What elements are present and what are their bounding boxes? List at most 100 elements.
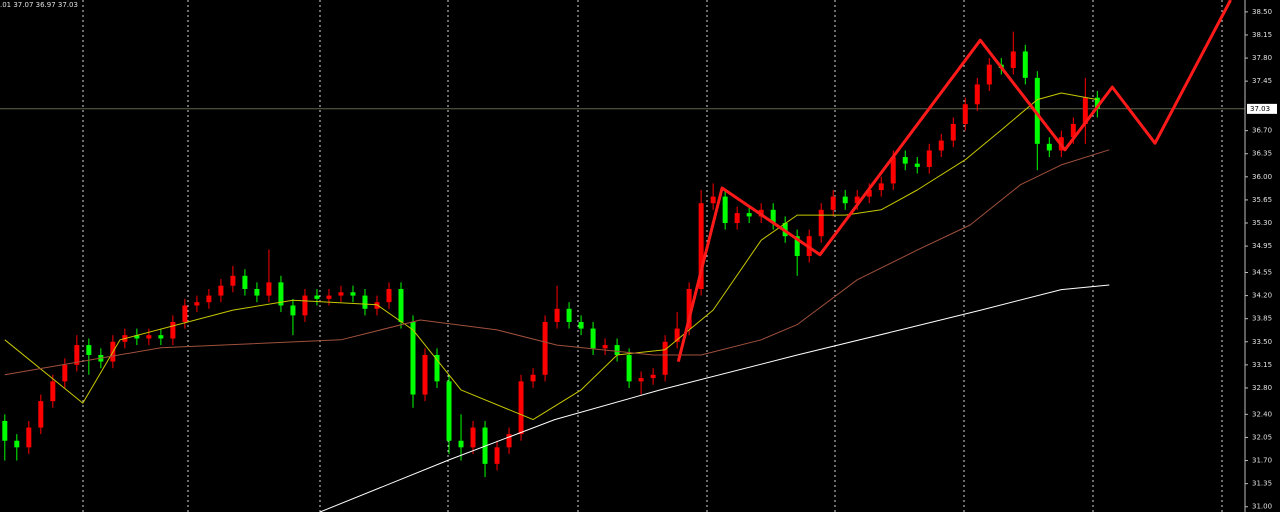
candle-body — [674, 328, 680, 342]
candle-body — [134, 335, 140, 339]
candle-body — [614, 345, 620, 355]
candle-body — [470, 427, 476, 448]
candle-body — [662, 341, 668, 375]
last-price-label: 37.03 — [1250, 105, 1270, 113]
candle-body — [626, 354, 632, 382]
y-tick-label: 33.85 — [1252, 315, 1272, 323]
candle-body — [914, 163, 920, 167]
y-tick-label: 33.15 — [1252, 361, 1272, 369]
candle-body — [338, 292, 344, 296]
y-tick-label: 31.00 — [1252, 503, 1272, 511]
candle-body — [218, 285, 224, 296]
candle-body — [446, 381, 452, 441]
indicator-line — [319, 284, 1110, 512]
y-tick-label: 31.35 — [1252, 480, 1272, 488]
candle-body — [362, 295, 368, 309]
candle-body — [62, 364, 68, 382]
y-tick-label: 33.50 — [1252, 338, 1272, 346]
candle-body — [842, 196, 848, 204]
candle-body — [146, 335, 152, 339]
candle-body — [242, 275, 248, 289]
y-tick-label: 36.70 — [1252, 127, 1272, 135]
candle-body — [890, 157, 896, 184]
candle-body — [638, 378, 644, 382]
candle-body — [650, 374, 656, 379]
y-tick-label: 36.00 — [1252, 173, 1272, 181]
candle-body — [530, 374, 536, 382]
candle-body — [278, 282, 284, 306]
candle-body — [746, 213, 752, 217]
candle-body — [350, 292, 356, 296]
candle-body — [566, 308, 572, 322]
candle-body — [74, 345, 80, 365]
candle-body — [1010, 51, 1016, 68]
candle-body — [374, 302, 380, 309]
candle-body — [854, 196, 860, 204]
candle-body — [158, 335, 164, 339]
candle-body — [950, 124, 956, 141]
time-separators — [82, 0, 1223, 512]
candle-body — [254, 288, 260, 296]
candle-body — [938, 140, 944, 151]
y-tick-label: 32.05 — [1252, 433, 1272, 441]
candle-body — [734, 213, 740, 224]
candle-body — [290, 305, 296, 316]
candle-body — [38, 401, 44, 428]
y-tick-label: 36.35 — [1252, 150, 1272, 158]
y-tick-label: 35.30 — [1252, 219, 1272, 227]
candle-body — [878, 183, 884, 191]
y-tick-label: 34.95 — [1252, 242, 1272, 250]
candle-body — [1034, 77, 1040, 144]
candle-body — [590, 328, 596, 349]
candle-body — [722, 196, 728, 224]
candle-body — [962, 104, 968, 125]
y-tick-label: 31.70 — [1252, 457, 1272, 465]
y-tick-label: 38.15 — [1252, 31, 1272, 39]
candle-body — [770, 209, 776, 224]
candle-body — [818, 209, 824, 237]
candle-body — [26, 427, 32, 448]
candle-body — [422, 354, 428, 395]
candle-body — [926, 150, 932, 167]
candle-body — [1082, 97, 1088, 125]
candle-body — [602, 345, 608, 349]
last-price-box — [1247, 103, 1277, 114]
y-tick-label: 32.80 — [1252, 384, 1272, 392]
indicator-line — [4, 149, 1110, 376]
candle-body — [1094, 97, 1100, 109]
candle-body — [86, 345, 92, 355]
candle-body — [794, 236, 800, 256]
candle-body — [1046, 143, 1052, 151]
candle-body — [698, 203, 704, 289]
candle-body — [578, 321, 584, 329]
candle-body — [866, 190, 872, 197]
candle-body — [686, 288, 692, 329]
candle-body — [194, 302, 200, 306]
candle-body — [14, 440, 20, 448]
y-tick-label: 37.45 — [1252, 77, 1272, 85]
header-text: .01 37.07 36.97 37.03 — [0, 1, 78, 9]
candle-body — [542, 321, 548, 375]
candle-body — [434, 354, 440, 382]
candle-body — [326, 295, 332, 299]
candle-body — [830, 196, 836, 210]
candle-body — [170, 321, 176, 339]
candle-body — [518, 381, 524, 435]
candle-body — [230, 275, 236, 286]
candle-body — [506, 434, 512, 448]
indicator-line — [676, 0, 1232, 362]
candle-body — [206, 295, 212, 303]
candle-body — [386, 288, 392, 303]
y-tick-label: 32.40 — [1252, 410, 1272, 418]
candle-body — [554, 308, 560, 322]
y-tick-label: 37.80 — [1252, 54, 1272, 62]
candle-body — [2, 420, 8, 441]
y-tick-label: 35.65 — [1252, 196, 1272, 204]
candle-body — [974, 84, 980, 105]
candle-body — [50, 381, 56, 402]
candle-body — [986, 64, 992, 85]
candle-body — [410, 321, 416, 395]
candle-body — [398, 288, 404, 322]
